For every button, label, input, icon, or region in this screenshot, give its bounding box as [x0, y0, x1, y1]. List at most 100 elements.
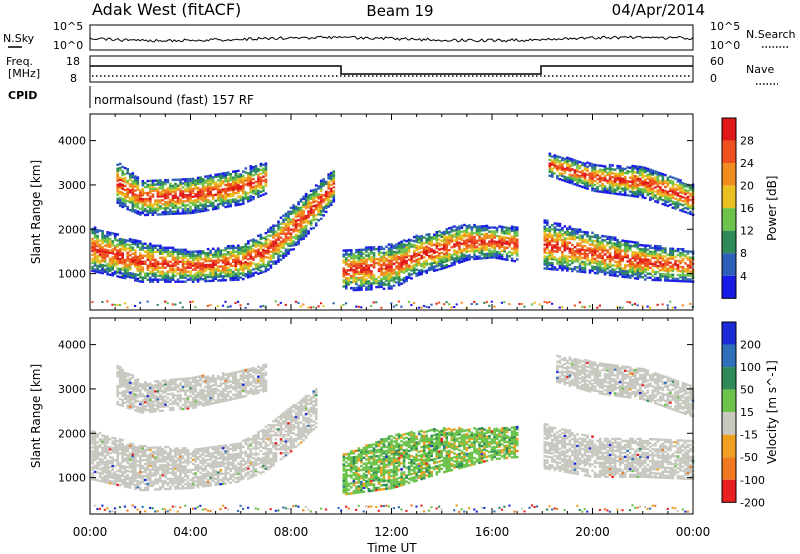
data-cell [322, 184, 325, 187]
data-cell [327, 191, 330, 194]
data-cell [382, 267, 386, 270]
data-cell [106, 269, 109, 272]
data-cell [309, 223, 313, 226]
data-cell [232, 274, 235, 278]
data-cell [546, 301, 549, 304]
data-cell [169, 182, 172, 186]
data-cell [641, 258, 645, 261]
data-cell [224, 177, 227, 181]
data-cell [611, 176, 614, 179]
data-cell [608, 177, 612, 181]
data-cell [189, 185, 192, 189]
data-cell [425, 247, 428, 250]
data-cell [244, 255, 248, 258]
data-cell [598, 252, 602, 255]
data-cell [171, 186, 175, 190]
data-cell [126, 243, 129, 246]
data-cell [199, 194, 202, 197]
data-cell [327, 173, 330, 176]
data-cell [96, 270, 99, 274]
data-cell [661, 183, 665, 186]
data-cell [613, 252, 617, 255]
data-cell [91, 259, 94, 263]
data-cell [264, 178, 268, 181]
data-cell [656, 185, 660, 188]
data-cell [410, 259, 413, 262]
data-cell [128, 183, 132, 186]
data-cell [151, 179, 155, 182]
data-cell [681, 196, 685, 199]
data-cell [433, 265, 436, 268]
data-cell [123, 241, 127, 244]
data-cell [385, 275, 388, 278]
data-cell [548, 152, 552, 155]
data-cell [561, 244, 564, 248]
data-cell [664, 255, 667, 258]
data-cell [259, 255, 263, 259]
data-cell [551, 268, 554, 271]
data-cell [649, 184, 652, 187]
data-cell [410, 277, 413, 280]
data-cell [244, 267, 248, 270]
data-cell [211, 263, 215, 266]
data-cell [357, 278, 361, 282]
data-cell [174, 258, 177, 261]
data-cell [121, 187, 124, 191]
data-cell [583, 266, 587, 270]
data-cell [377, 263, 381, 267]
data-cell [232, 190, 235, 193]
data-cell [360, 306, 363, 309]
data-cell [211, 180, 215, 183]
data-cell [500, 231, 504, 235]
data-cell [91, 243, 94, 247]
data-cell [242, 192, 245, 195]
data-cell [136, 245, 140, 249]
data-cell [438, 260, 441, 263]
data-cell [229, 250, 232, 254]
data-cell [644, 260, 647, 263]
data-cell [186, 254, 190, 257]
data-cell [553, 158, 557, 161]
data-cell [156, 183, 160, 186]
data-cell [211, 208, 215, 211]
data-cell [613, 272, 617, 275]
data-cell [171, 262, 175, 265]
data-cell [390, 263, 393, 266]
data-cell [470, 242, 474, 245]
data-cell [106, 265, 109, 268]
data-cell [226, 253, 230, 256]
data-cell [611, 264, 614, 267]
data-cell [392, 254, 396, 257]
data-cell [149, 254, 152, 257]
data-cell [161, 266, 165, 269]
data-cell [252, 195, 255, 199]
data-cell [654, 256, 657, 260]
data-cell [448, 265, 451, 268]
data-cell [101, 252, 104, 255]
data-cell [684, 206, 687, 210]
data-cell [121, 171, 124, 175]
data-cell [161, 272, 165, 275]
data-cell [272, 236, 275, 239]
data-cell [211, 198, 215, 201]
data-cell [128, 177, 132, 180]
data-cell [141, 256, 145, 259]
data-cell [284, 224, 288, 227]
data-cell [221, 174, 225, 177]
data-cell [174, 274, 177, 277]
data-cell [387, 249, 391, 252]
data-cell [214, 271, 217, 274]
data-cell [134, 263, 137, 266]
data-cell [171, 198, 175, 201]
data-cell [199, 198, 202, 201]
data-cell [588, 251, 592, 254]
data-cell [93, 250, 97, 253]
data-cell [194, 203, 197, 206]
data-cell [591, 235, 594, 238]
data-cell [264, 182, 268, 185]
data-cell [455, 232, 459, 235]
data-cell [294, 219, 298, 222]
data-cell [473, 235, 476, 239]
data-cell [221, 202, 225, 205]
data-cell [621, 243, 624, 246]
